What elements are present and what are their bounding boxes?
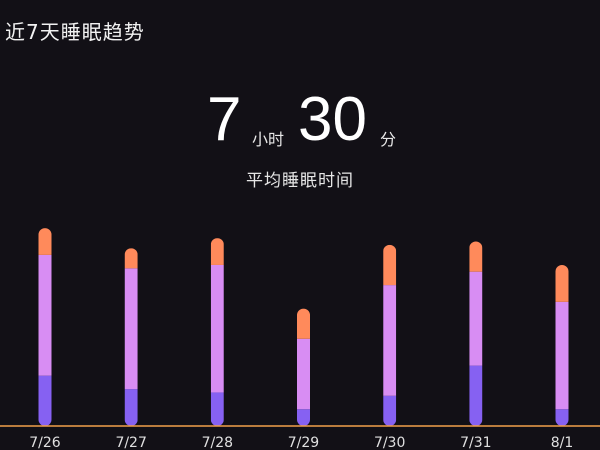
awake-bar-8/1 [555,264,569,302]
light-sleep-bar-7/31 [469,271,483,366]
page-title: 近7天睡眠趋势 [5,20,145,44]
x-tick-label: 8/1 [551,435,574,450]
bar-group-7/27 [124,248,138,426]
average-sleep-summary: 7 小时 30 分 [0,88,600,158]
bar-group-7/31 [469,241,483,426]
x-tick-label: 7/30 [374,435,405,450]
bar-group-7/28 [210,238,224,426]
x-tick-label: 7/26 [29,435,61,450]
deep-sleep-bar-7/31 [469,365,483,426]
light-sleep-bar-7/29 [297,338,310,410]
deep-sleep-bar-7/30 [383,395,397,426]
awake-bar-7/31 [469,241,483,272]
bar-group-8/1 [555,264,569,426]
deep-sleep-bar-7/28 [210,392,224,426]
average-hours-unit: 小时 [252,130,285,149]
light-sleep-bar-8/1 [555,301,569,410]
deep-sleep-bar-7/26 [38,375,52,426]
light-sleep-bar-7/28 [210,264,224,393]
x-tick-label: 7/28 [202,435,233,450]
deep-sleep-bar-7/29 [297,409,310,426]
bar-group-7/30 [383,244,397,426]
deep-sleep-bar-7/27 [124,389,138,426]
awake-bar-7/29 [297,308,310,339]
average-sleep-caption: 平均睡眠时间 [246,171,354,191]
light-sleep-bar-7/26 [38,254,52,376]
deep-sleep-bar-8/1 [555,409,569,426]
average-minutes-value: 30 [298,85,367,154]
awake-bar-7/27 [124,248,138,269]
x-tick-label: 7/31 [460,435,491,450]
average-minutes-unit: 分 [380,130,397,149]
awake-bar-7/26 [38,228,52,255]
bar-group-7/29 [297,308,310,426]
awake-bar-7/30 [383,244,397,286]
awake-bar-7/28 [210,238,224,265]
x-tick-label: 7/27 [115,435,146,450]
x-tick-label: 7/29 [288,435,319,450]
light-sleep-bar-7/30 [383,285,397,396]
light-sleep-bar-7/27 [124,268,138,390]
bar-group-7/26 [38,228,52,426]
average-hours-value: 7 [207,85,242,154]
